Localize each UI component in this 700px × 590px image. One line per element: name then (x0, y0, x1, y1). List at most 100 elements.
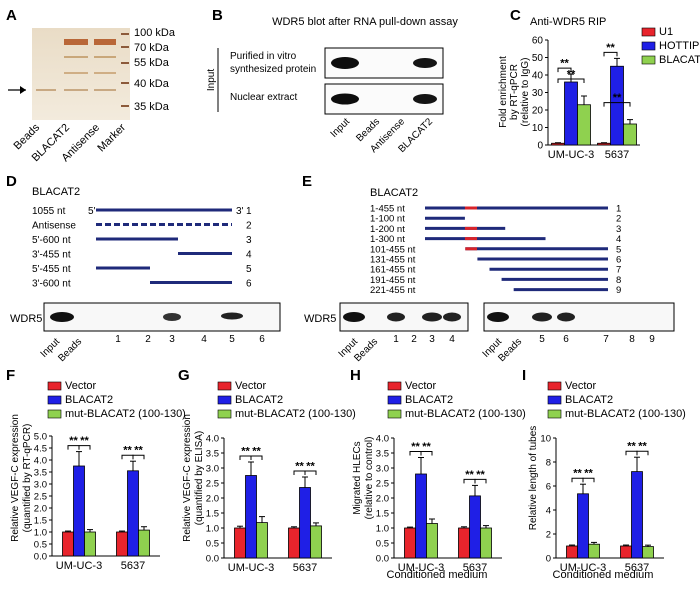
construct-number: 2 (246, 221, 252, 232)
panel-letter-h: H (350, 367, 361, 384)
construct-list: 1-455 nt 1 1-100 nt 2 1-200 nt 3 1-300 nt 4 101-… (370, 204, 621, 297)
y-tick-label: 3.0 (376, 464, 389, 475)
marker-label: 55 kDa (134, 57, 170, 69)
legend-swatch (47, 381, 62, 391)
construct-label: 1055 nt (32, 206, 66, 217)
construct-label: 3'-455 nt (32, 250, 71, 261)
bar (566, 545, 578, 559)
bar (458, 527, 470, 559)
panel-e: E BLACAT2 1-455 nt 1 1-100 nt 2 1-200 nt 3 1-3… (302, 173, 675, 364)
bar (469, 495, 481, 559)
significance-label: ** (252, 446, 261, 458)
y-tick-label: 0.0 (206, 554, 219, 565)
legend-swatch (217, 409, 232, 419)
legend-swatch (547, 395, 562, 405)
significance-label: ** (123, 445, 132, 457)
significance-label: ** (80, 435, 89, 447)
y-axis-label: Relative VEGF-C expression (10, 414, 21, 542)
panel-h: H Migrated HLECs (relative to control) C… (350, 367, 526, 581)
blot-band (221, 312, 243, 320)
blot-band (387, 312, 405, 322)
blot-band (532, 312, 552, 322)
significance-label: ** (638, 441, 647, 453)
construct-number: 9 (616, 285, 621, 296)
gel-band (94, 89, 116, 91)
gel-band (64, 56, 88, 58)
row-label: Purified in vitro (230, 51, 297, 62)
legend-swatch (387, 381, 402, 391)
lane-label: 6 (259, 334, 265, 345)
lane-label: 6 (563, 334, 569, 345)
legend-label: BLACAT2 (235, 394, 283, 406)
construct-number: 6 (246, 279, 252, 290)
construct-label: 161-455 nt (370, 265, 416, 276)
y-tick-label: 3.0 (206, 464, 219, 475)
bar (577, 493, 589, 559)
legend-swatch (387, 395, 402, 405)
bar (310, 525, 322, 559)
x-tick-label: 5637 (463, 562, 487, 574)
y-tick-label: 8 (546, 458, 551, 469)
construct-label: 1-100 nt (370, 214, 405, 225)
y-tick-label: 4.0 (206, 434, 219, 445)
y-tick-label: 1.5 (376, 509, 389, 520)
y-axis-label: (relative to IgG) (520, 58, 531, 127)
construct-header: BLACAT2 (32, 186, 80, 198)
panel-letter-f: F (6, 367, 15, 384)
significance-label: ** (627, 441, 636, 453)
blot-band (163, 313, 181, 321)
end-label: 5' (88, 206, 96, 217)
blot-band (331, 93, 359, 105)
y-axis-label: Relative VEGF-C expression (182, 414, 193, 542)
x-tick-label: UM-UC-3 (56, 560, 102, 572)
bar (564, 81, 578, 146)
significance-bracket (582, 477, 595, 483)
construct-number: 5 (246, 264, 252, 275)
y-tick-label: 3.5 (376, 449, 389, 460)
y-tick-label: 30 (532, 88, 544, 99)
chart-g: 0.0 0.5 1.0 1.5 2.0 2.5 3.0 3.5 4.0 UM-UC-3 5637 **… (206, 380, 356, 574)
construct-label: 1-200 nt (370, 224, 405, 235)
construct-list: 1055 nt 1 5' 3' Antisense 2 5'-600 nt 3 3'-455 n… (32, 206, 252, 290)
y-tick-label: 2.0 (376, 494, 389, 505)
bar (288, 527, 300, 559)
legend-label: BLACAT2 (65, 394, 113, 406)
y-tick-label: 60 (532, 36, 544, 47)
y-tick-label: 50 (532, 53, 544, 64)
legend-label: Vector (235, 380, 267, 392)
legend-label: Vector (565, 380, 597, 392)
y-tick-label: 0.5 (206, 539, 219, 550)
end-label: 3' (236, 206, 244, 217)
y-tick-label: 4.5 (34, 444, 47, 455)
y-tick-label: 40 (532, 71, 544, 82)
panel-letter-d: D (6, 173, 17, 190)
y-tick-label: 1.0 (206, 524, 219, 535)
significance-label: ** (613, 92, 622, 104)
panel-letter-e: E (302, 173, 312, 190)
blot-label: WDR5 (10, 313, 42, 325)
legend-label: BLACAT2 (659, 54, 700, 66)
gel-band (64, 89, 88, 91)
significance-label: ** (241, 446, 250, 458)
bar (610, 65, 624, 146)
legend-swatch (641, 55, 656, 65)
significance-bracket (420, 451, 433, 456)
marker-label: 40 kDa (134, 78, 170, 90)
lane-label: 3 (429, 334, 435, 345)
legend-swatch (547, 381, 562, 391)
marker-label: 70 kDa (134, 42, 170, 54)
significance-label: ** (465, 469, 474, 481)
marker-label: 100 kDa (134, 27, 176, 39)
blot-band (50, 312, 74, 322)
lane-label: 8 (629, 334, 635, 345)
x-tick-label: UM-UC-3 (560, 562, 606, 574)
significance-bracket (250, 455, 263, 460)
construct-label: 221-455 nt (370, 285, 416, 296)
legend-swatch (217, 381, 232, 391)
bar (127, 470, 139, 557)
legend-label: Vector (405, 380, 437, 392)
blot-strip (483, 302, 675, 332)
y-tick-label: 1.0 (34, 528, 47, 539)
